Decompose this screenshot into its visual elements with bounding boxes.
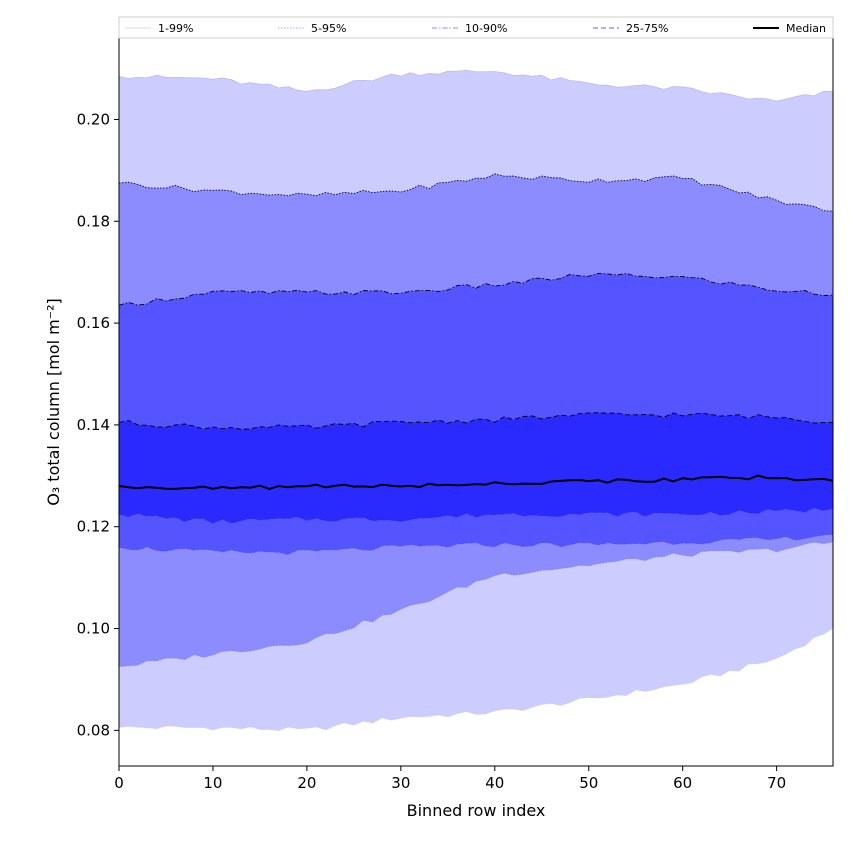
legend-label: 10-90% [465, 22, 507, 35]
y-axis: 0.08 0.10 0.12 0.14 0.16 0.18 0.20 [77, 110, 119, 739]
y-tick-label: 0.08 [77, 721, 110, 739]
band-boundary-lines [118, 69, 834, 668]
percentile-bands [119, 70, 833, 731]
x-axis-label: Binned row index [407, 801, 546, 820]
y-tick-label: 0.14 [77, 416, 110, 434]
y-tick-label: 0.10 [77, 620, 110, 638]
band-lower-line [118, 533, 834, 555]
x-tick-label: 30 [391, 774, 410, 792]
y-axis-label: O₃ total column [mol m⁻²] [44, 298, 63, 506]
median-line [118, 474, 834, 490]
legend-label: 1-99% [158, 22, 193, 35]
median-series [118, 474, 834, 490]
band-lower-line [118, 541, 834, 668]
y-tick-label: 0.16 [77, 314, 110, 332]
x-tick-label: 0 [114, 774, 124, 792]
legend-label: 25-75% [626, 22, 668, 35]
y-tick-label: 0.12 [77, 518, 110, 536]
x-tick-label: 20 [297, 774, 316, 792]
x-tick-label: 10 [203, 774, 222, 792]
legend-label: Median [786, 22, 826, 35]
legend-box [118, 16, 834, 39]
y-tick-label: 0.20 [77, 110, 110, 128]
x-tick-label: 60 [673, 774, 692, 792]
band-lower-line [118, 507, 834, 524]
x-tick-label: 40 [485, 774, 504, 792]
x-tick-label: 50 [579, 774, 598, 792]
x-axis: 0 10 20 30 40 50 60 70 [114, 766, 786, 792]
band-upper-line [118, 173, 834, 212]
band-25-75pct [119, 412, 833, 524]
band-upper-line [118, 412, 834, 430]
y-tick-label: 0.18 [77, 212, 110, 230]
legend: 1-99% 5-95% 10-90% 25-75% Median [118, 16, 834, 39]
band-upper-line [118, 69, 834, 102]
x-tick-label: 70 [767, 774, 786, 792]
band-upper-line [118, 272, 834, 306]
legend-label: 5-95% [311, 22, 346, 35]
